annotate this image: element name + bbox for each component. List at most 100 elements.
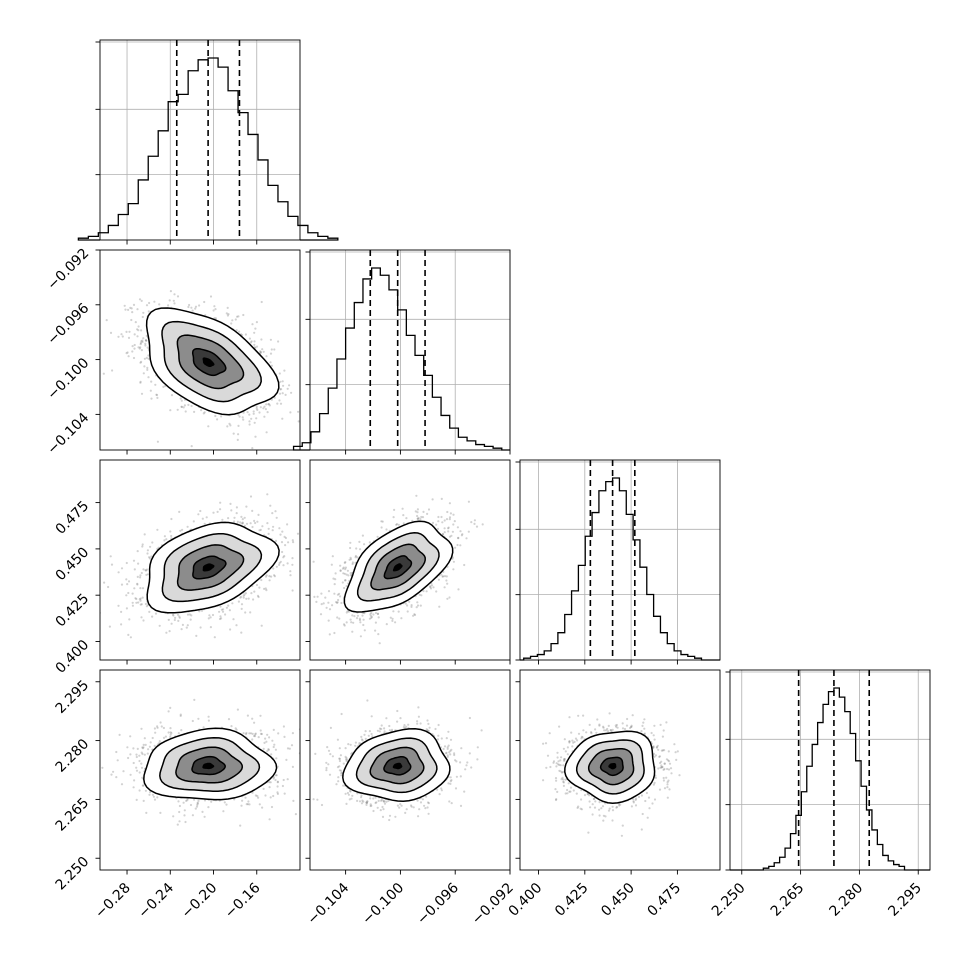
sample-point xyxy=(273,574,276,577)
sample-point xyxy=(140,329,143,332)
sample-point xyxy=(283,555,286,558)
sample-point xyxy=(481,523,484,526)
sample-point xyxy=(137,346,140,349)
sample-point xyxy=(213,636,216,639)
sample-point xyxy=(339,569,342,573)
sample-point xyxy=(281,530,284,533)
sample-point xyxy=(282,556,285,559)
scatter-panel-3-2 xyxy=(305,459,511,665)
sample-point xyxy=(201,517,204,520)
sample-point xyxy=(234,318,237,321)
sample-point xyxy=(250,417,253,420)
sample-point xyxy=(211,613,215,617)
sample-point xyxy=(289,411,292,414)
sample-point xyxy=(251,447,254,450)
sample-point xyxy=(240,595,243,598)
sample-point xyxy=(436,527,440,531)
sample-point xyxy=(242,594,245,597)
sample-point xyxy=(410,604,413,607)
sample-point xyxy=(414,510,417,513)
sample-point xyxy=(335,601,338,604)
sample-point xyxy=(459,530,462,533)
sample-point xyxy=(408,600,411,603)
sample-point xyxy=(268,575,271,578)
sample-point xyxy=(282,384,285,387)
sample-point xyxy=(255,405,258,408)
sample-point xyxy=(416,508,419,511)
sample-point xyxy=(123,304,126,307)
sample-point xyxy=(172,614,175,617)
sample-point xyxy=(380,520,383,523)
sample-point xyxy=(177,619,180,623)
sample-point xyxy=(163,535,166,538)
sample-point xyxy=(425,590,428,593)
sample-point xyxy=(260,338,263,341)
contour-line xyxy=(161,532,263,603)
sample-point xyxy=(284,393,287,396)
sample-point xyxy=(269,504,272,507)
sample-point xyxy=(140,571,143,575)
sample-point xyxy=(126,351,129,354)
sample-point xyxy=(281,417,284,420)
sample-point xyxy=(148,557,151,560)
sample-point xyxy=(117,335,120,338)
sample-point xyxy=(154,383,157,386)
sample-point xyxy=(149,545,152,548)
sample-point xyxy=(107,585,110,589)
sample-point xyxy=(136,335,139,338)
sample-point xyxy=(178,616,181,619)
sample-point xyxy=(213,317,216,320)
sample-point xyxy=(205,516,208,519)
sample-point xyxy=(418,593,421,596)
sample-point xyxy=(385,528,388,531)
sample-point xyxy=(327,619,330,622)
sample-point xyxy=(249,611,252,614)
sample-point xyxy=(133,587,136,590)
sample-point xyxy=(278,561,281,565)
sample-point xyxy=(137,562,140,565)
sample-point xyxy=(244,611,247,614)
sample-point xyxy=(141,339,144,342)
sample-point xyxy=(331,604,334,607)
sample-point xyxy=(117,604,120,607)
sample-point xyxy=(132,356,136,360)
sample-point xyxy=(139,380,142,383)
sample-point xyxy=(186,624,189,627)
sample-point xyxy=(363,543,366,546)
sample-point xyxy=(144,339,147,342)
sample-point xyxy=(419,604,422,607)
sample-point xyxy=(237,600,240,603)
sample-point xyxy=(288,384,291,387)
sample-point xyxy=(244,592,247,595)
sample-point xyxy=(236,438,239,441)
sample-point xyxy=(336,601,339,604)
sample-point xyxy=(120,333,123,336)
sample-point xyxy=(349,558,353,561)
sample-point xyxy=(130,307,133,310)
sample-point xyxy=(359,635,362,638)
sample-point xyxy=(263,405,266,408)
scatter-panel-3-1 xyxy=(95,459,301,665)
sample-point xyxy=(265,431,268,434)
sample-point xyxy=(137,325,140,328)
contour-line xyxy=(176,334,245,390)
sample-point xyxy=(259,351,262,354)
sample-point xyxy=(327,601,330,604)
sample-point xyxy=(269,361,272,364)
sample-point xyxy=(276,402,279,405)
sample-point xyxy=(129,306,132,309)
sample-point xyxy=(419,518,422,521)
sample-point xyxy=(283,535,286,539)
sample-point xyxy=(145,334,148,337)
sample-point xyxy=(103,581,106,584)
sample-point xyxy=(194,307,197,310)
sample-point xyxy=(137,329,140,332)
sample-point xyxy=(173,302,176,305)
sample-point xyxy=(141,315,144,319)
sample-point xyxy=(131,311,134,314)
sample-point xyxy=(174,616,177,620)
sample-point xyxy=(198,304,201,307)
sample-point xyxy=(406,610,409,613)
sample-point xyxy=(346,569,349,572)
sample-point xyxy=(142,337,145,340)
